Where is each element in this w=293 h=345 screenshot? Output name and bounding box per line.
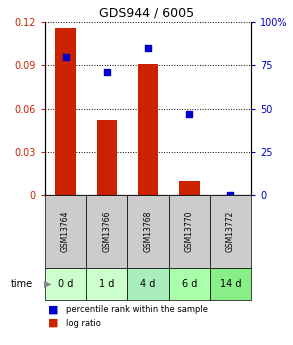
Bar [179,180,200,195]
Point [105,69,109,75]
Text: GSM13770: GSM13770 [185,211,194,252]
Text: 14 d: 14 d [220,279,241,289]
Text: 1 d: 1 d [99,279,115,289]
Point [187,111,192,117]
Text: GSM13768: GSM13768 [144,211,152,252]
Text: ■: ■ [48,305,58,315]
Point [228,192,233,198]
Text: GSM13772: GSM13772 [226,211,235,252]
Text: log ratio: log ratio [66,318,100,327]
Text: ■: ■ [48,318,58,328]
Text: GDS944 / 6005: GDS944 / 6005 [99,6,194,19]
Text: 4 d: 4 d [140,279,156,289]
Text: ▶: ▶ [44,279,51,289]
Point [63,54,68,59]
Text: GSM13764: GSM13764 [61,211,70,252]
Text: percentile rank within the sample: percentile rank within the sample [66,306,207,315]
Text: 0 d: 0 d [58,279,73,289]
Bar [96,120,117,195]
Bar [138,64,158,195]
Text: 6 d: 6 d [181,279,197,289]
Bar [55,28,76,195]
Text: time: time [11,279,33,289]
Point [146,45,150,51]
Text: GSM13766: GSM13766 [102,211,111,252]
